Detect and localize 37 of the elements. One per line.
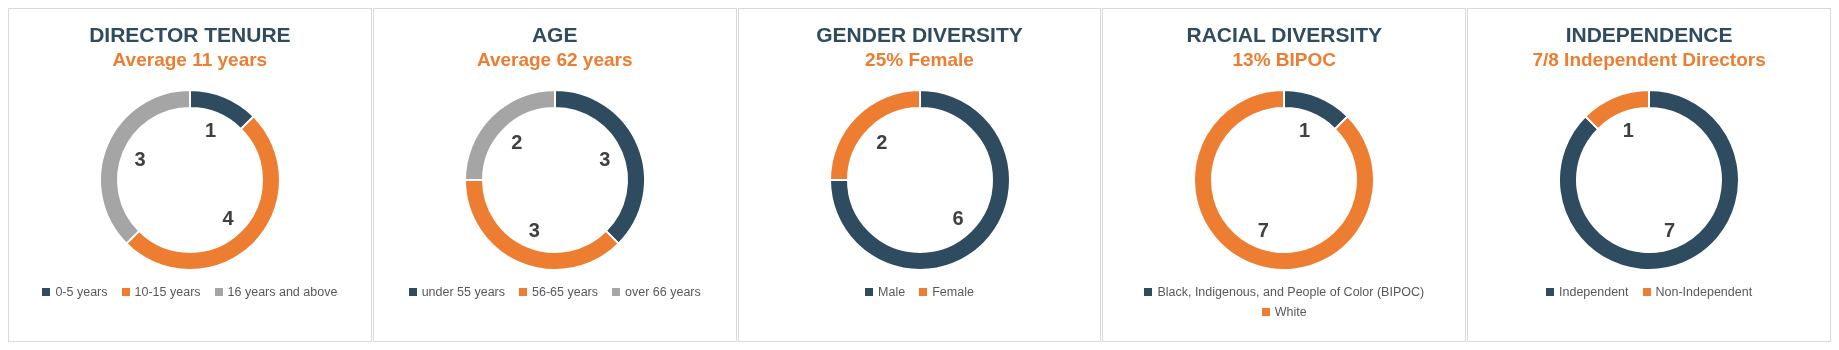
data-label: 3 [599,148,611,171]
chart-title: INDEPENDENCE [1564,23,1734,47]
legend-label: Black, Indigenous, and People of Color (BIPOC) [1157,285,1425,299]
donut-slice [1193,89,1376,271]
legend-label: over 66 years [625,285,701,299]
legend-label: 16 years and above [227,285,338,299]
legend-label: 56-65 years [532,285,599,299]
legend-label: under 55 years [421,285,506,299]
data-label: 3 [528,218,540,241]
legend-label: 0-5 years [55,285,108,299]
data-label: 1 [205,119,217,142]
chart-subtitle: 13% BIPOC [1231,49,1338,71]
chart-subtitle: 25% Female [864,49,975,71]
chart-subtitle: Average 11 years [111,49,269,71]
data-label: 1 [1622,119,1635,142]
donut-slice [1558,89,1741,271]
legend-label: Female [932,285,974,299]
legend-label: Male [878,285,906,299]
data-label: 2 [875,130,887,153]
chart-title: DIRECTOR TENURE [88,23,292,47]
legend-label: Independent [1559,285,1629,299]
data-label: 6 [952,207,964,230]
legend-label: White [1274,305,1307,319]
chart-title: RACIAL DIVERSITY [1185,23,1384,47]
chart-title: GENDER DIVERSITY [815,23,1024,47]
data-label: 3 [134,148,146,171]
data-label: 1 [1299,119,1311,142]
chart-title: AGE [530,23,579,47]
donut-slice [828,89,1011,271]
legend-label: Non-Independent [1655,285,1753,299]
legend-label: 10-15 years [134,285,201,299]
data-label: 4 [222,207,235,230]
chart-subtitle: 7/8 Independent Directors [1531,49,1767,71]
data-label: 7 [1664,218,1676,241]
chart-subtitle: Average 62 years [475,49,634,71]
data-label: 2 [511,130,523,153]
data-label: 7 [1258,218,1270,241]
